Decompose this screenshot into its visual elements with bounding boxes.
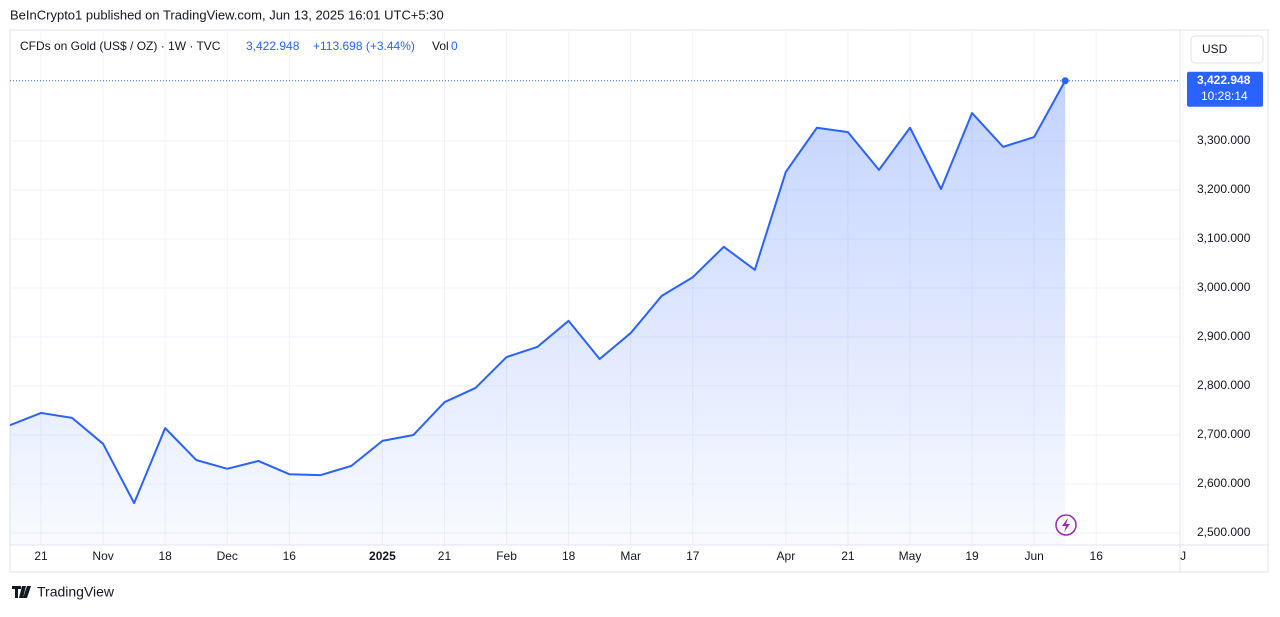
badge-price: 3,422.948: [1197, 73, 1251, 87]
x-tick-label: 19: [965, 549, 979, 563]
header: BeInCrypto1 published on TradingView.com…: [10, 7, 444, 22]
area: [10, 80, 1066, 546]
y-tick-label: 3,200.000: [1197, 182, 1251, 196]
legend-change: +113.698 (+3.44%): [313, 39, 415, 53]
x-tick-label: 16: [283, 549, 297, 563]
x-tick-label: May: [899, 549, 922, 563]
y-tick-label: 3,000.000: [1197, 280, 1251, 294]
x-tick-label: 16: [1090, 549, 1104, 563]
x-tick-label: Feb: [496, 549, 517, 563]
currency-button[interactable]: [1190, 35, 1264, 64]
x-tick-label: 21: [34, 549, 48, 563]
frame: [9, 29, 1269, 573]
line: [9, 80, 1067, 505]
y-tick-label: 2,800.000: [1197, 378, 1251, 392]
last-point: [1061, 77, 1069, 85]
y-tick-label: 2,900.000: [1197, 329, 1251, 343]
x-tick-label: Dec: [217, 549, 238, 563]
series-name: CFDs on Gold (US$ / OZ) · 1W · TVC: [20, 39, 221, 53]
x-tick-label: Jun: [1024, 549, 1043, 563]
x-tick-label: 18: [158, 549, 172, 563]
x-tick-label: 21: [438, 549, 452, 563]
x-tick-label: J: [1180, 549, 1186, 563]
plot: [9, 77, 1180, 546]
tv-logo: [12, 586, 31, 598]
price-badge: [1187, 71, 1263, 107]
x-tick-label: 18: [562, 549, 576, 563]
y-tick-label: 2,700.000: [1197, 427, 1251, 441]
x-tick-label: Mar: [620, 549, 641, 563]
lightning: [1062, 518, 1070, 532]
x-tick-label: Apr: [777, 549, 796, 563]
y-tick-label: 2,500.000: [1197, 525, 1251, 539]
x-tick-label: 17: [686, 549, 700, 563]
x-tick-label: Nov: [92, 549, 113, 563]
y-tick-label: 3,300.000: [1197, 133, 1251, 147]
y-tick-label: 2,600.000: [1197, 476, 1251, 490]
legend-vol: 0: [451, 39, 458, 53]
badge-countdown: 10:28:14: [1201, 89, 1248, 103]
x-tick-label: 21: [841, 549, 855, 563]
legend-price: 3,422.948: [246, 39, 300, 53]
y-tick-label: 3,100.000: [1197, 231, 1251, 245]
currency-label[interactable]: USD: [1202, 42, 1228, 56]
footer: TradingView: [37, 584, 115, 600]
legend-vol-label: Vol: [432, 39, 449, 53]
x-tick-label: 2025: [369, 549, 396, 563]
